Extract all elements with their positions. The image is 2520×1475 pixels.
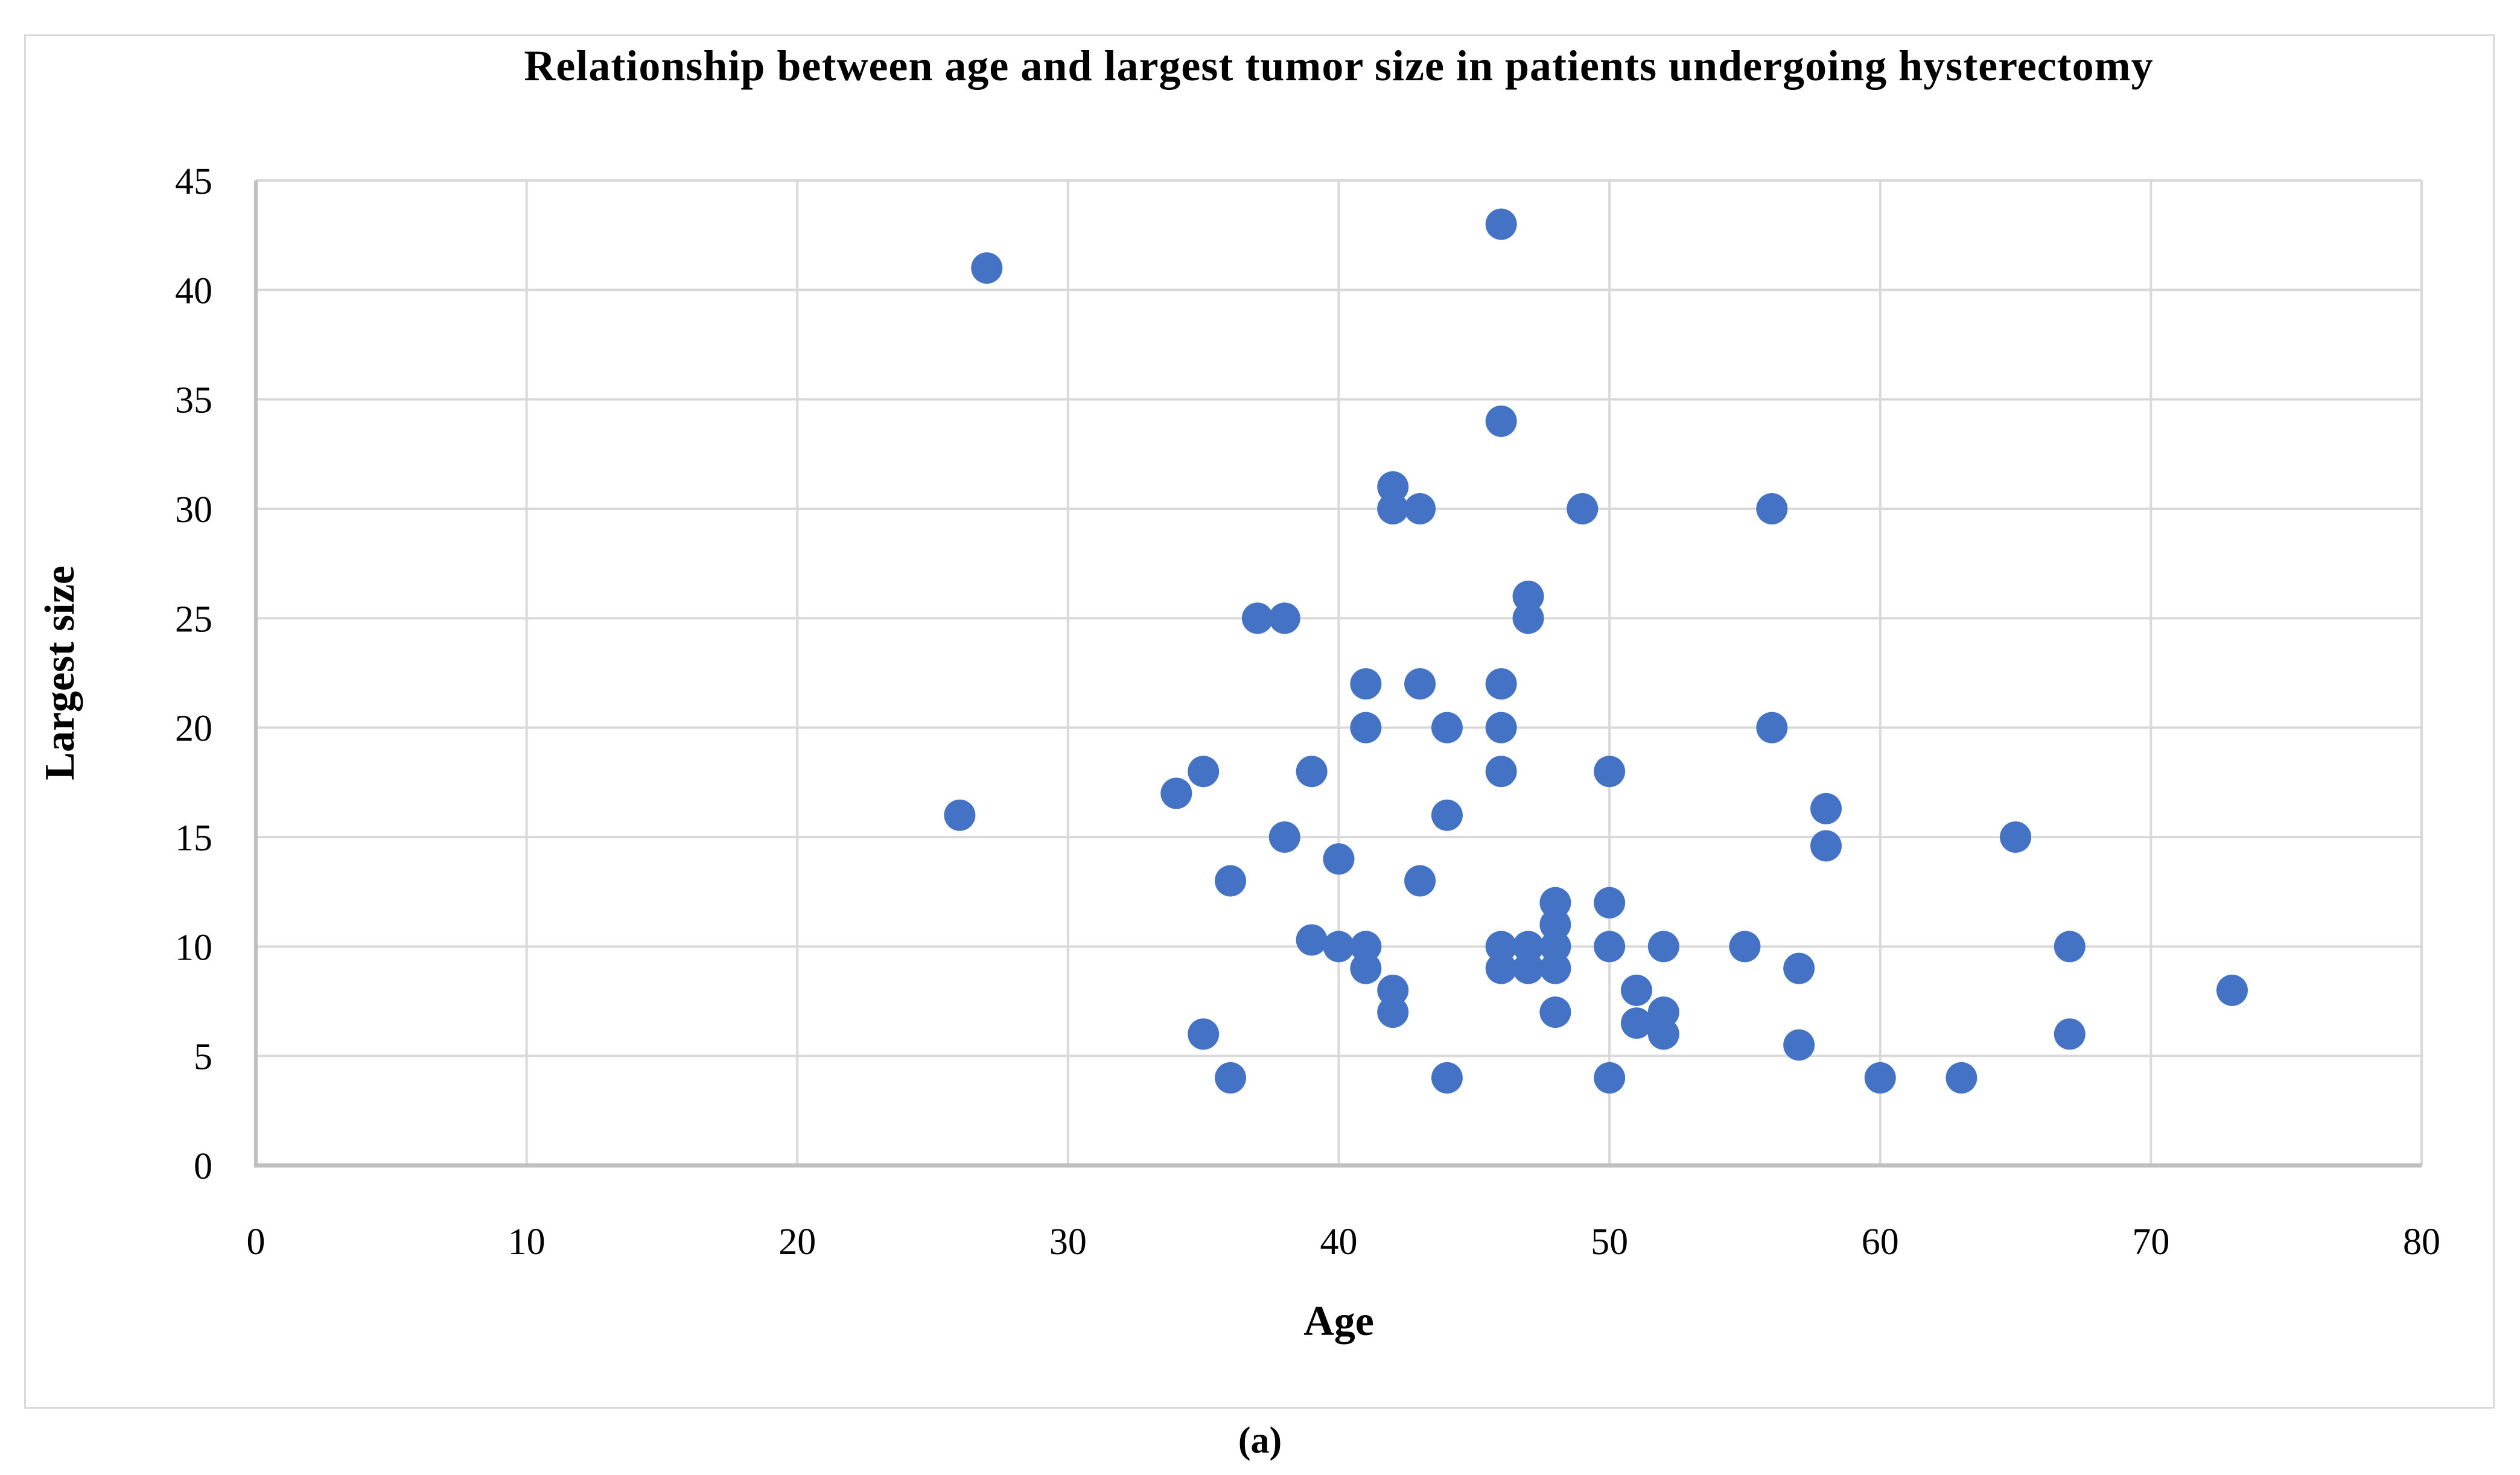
scatter-point bbox=[1512, 952, 1544, 984]
scatter-point bbox=[1594, 756, 1626, 788]
x-tick-label: 70 bbox=[2132, 1222, 2169, 1263]
scatter-point bbox=[1539, 996, 1571, 1028]
scatter-point bbox=[1539, 952, 1571, 984]
scatter-point bbox=[1512, 931, 1544, 963]
scatter-point bbox=[1620, 974, 1652, 1006]
scatter-point bbox=[1323, 931, 1355, 963]
scatter-point bbox=[1404, 493, 1436, 524]
scatter-point bbox=[1864, 1062, 1896, 1094]
y-tick-label: 20 bbox=[175, 709, 212, 750]
scatter-point bbox=[1756, 712, 1788, 744]
scatter-point bbox=[1485, 756, 1517, 788]
x-tick-label: 40 bbox=[1320, 1222, 1358, 1263]
y-tick-label: 30 bbox=[175, 489, 212, 530]
figure-caption: (a) bbox=[1238, 1420, 1282, 1461]
scatter-point bbox=[1160, 777, 1192, 809]
scatter-point bbox=[1594, 931, 1626, 963]
scatter-point bbox=[1377, 974, 1409, 1006]
scatter-point bbox=[1350, 931, 1382, 963]
scatter-point bbox=[1323, 843, 1355, 875]
chart-panel-border bbox=[24, 34, 2495, 1409]
scatter-point bbox=[1485, 712, 1517, 744]
scatter-point bbox=[1485, 208, 1517, 240]
scatter-point bbox=[1512, 602, 1544, 634]
scatter-point bbox=[1215, 1062, 1247, 1094]
scatter-point bbox=[1431, 799, 1463, 831]
x-tick-label: 30 bbox=[1049, 1222, 1087, 1263]
scatter-point bbox=[1350, 952, 1382, 984]
scatter-point bbox=[971, 252, 1003, 284]
scatter-point bbox=[1810, 792, 1842, 824]
scatter-point bbox=[1377, 493, 1409, 524]
x-tick-label: 0 bbox=[247, 1222, 266, 1263]
scatter-point bbox=[1431, 1062, 1463, 1094]
y-tick-label: 5 bbox=[194, 1037, 212, 1078]
scatter-point bbox=[1296, 924, 1328, 956]
x-tick-label: 10 bbox=[508, 1222, 546, 1263]
y-tick-label: 10 bbox=[175, 927, 212, 968]
scatter-point bbox=[1620, 1007, 1652, 1039]
scatter-point bbox=[1594, 1062, 1626, 1094]
scatter-point bbox=[1296, 756, 1328, 788]
x-tick-label: 80 bbox=[2403, 1222, 2440, 1263]
scatter-point bbox=[1404, 668, 1436, 700]
scatter-point bbox=[1539, 931, 1571, 963]
scatter-point bbox=[2054, 931, 2086, 963]
scatter-point bbox=[1268, 602, 1300, 634]
scatter-point bbox=[1810, 830, 1842, 862]
scatter-point bbox=[1567, 493, 1599, 524]
scatter-point bbox=[1756, 493, 1788, 524]
scatter-point bbox=[1946, 1062, 1978, 1094]
y-tick-label: 45 bbox=[175, 161, 212, 202]
scatter-point bbox=[1783, 952, 1815, 984]
scatter-point bbox=[2216, 974, 2248, 1006]
scatter-point bbox=[944, 799, 976, 831]
scatter-point bbox=[1647, 1018, 1679, 1050]
scatter-point bbox=[1485, 952, 1517, 984]
scatter-point bbox=[1783, 1029, 1815, 1061]
chart-title: Relationship between age and largest tum… bbox=[524, 42, 2154, 90]
scatter-point bbox=[1215, 865, 1247, 897]
scatter-point bbox=[1377, 471, 1409, 503]
scatter-point bbox=[1404, 865, 1436, 897]
scatter-point bbox=[1188, 756, 1220, 788]
scatter-point bbox=[1539, 887, 1571, 919]
x-tick-label: 60 bbox=[1862, 1222, 1899, 1263]
scatter-point bbox=[1485, 931, 1517, 963]
y-tick-label: 15 bbox=[175, 818, 212, 859]
scatter-point bbox=[1350, 668, 1382, 700]
scatter-point bbox=[1268, 821, 1300, 853]
y-tick-label: 25 bbox=[175, 599, 212, 640]
x-axis-title: Age bbox=[1303, 1298, 1374, 1345]
scatter-point bbox=[1594, 887, 1626, 919]
x-tick-label: 50 bbox=[1591, 1222, 1628, 1263]
scatter-point bbox=[2000, 821, 2032, 853]
scatter-point bbox=[2054, 1018, 2086, 1050]
scatter-point bbox=[1350, 712, 1382, 744]
scatter-point bbox=[1729, 931, 1761, 963]
scatter-point bbox=[1539, 909, 1571, 941]
scatter-point bbox=[1647, 931, 1679, 963]
y-tick-label: 40 bbox=[175, 270, 212, 311]
y-tick-label: 35 bbox=[175, 380, 212, 421]
y-tick-label: 0 bbox=[194, 1146, 212, 1187]
scatter-point bbox=[1485, 668, 1517, 700]
scatter-point bbox=[1377, 996, 1409, 1028]
scatter-point bbox=[1241, 602, 1273, 634]
scatter-point bbox=[1188, 1018, 1220, 1050]
x-tick-label: 20 bbox=[778, 1222, 816, 1263]
scatter-point bbox=[1647, 996, 1679, 1028]
scatter-point bbox=[1512, 581, 1544, 613]
scatter-point bbox=[1485, 405, 1517, 437]
scatter-point bbox=[1431, 712, 1463, 744]
